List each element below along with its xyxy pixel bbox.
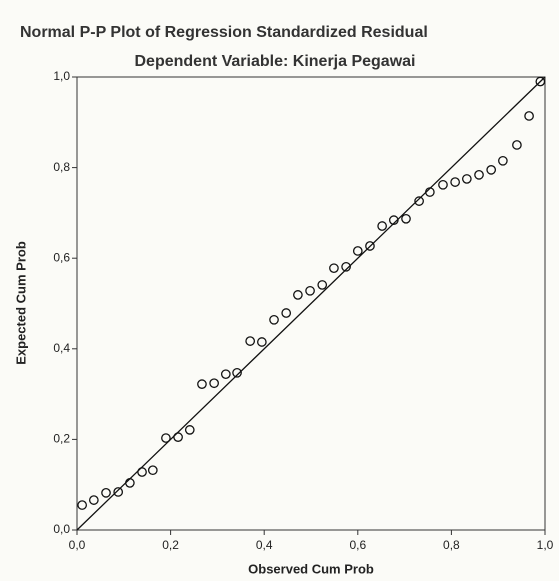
point bbox=[377, 221, 387, 231]
point bbox=[101, 488, 111, 498]
point bbox=[281, 308, 292, 318]
x-tick-label: 0,8 bbox=[443, 538, 460, 552]
point bbox=[77, 500, 87, 510]
reference-line bbox=[76, 76, 546, 531]
point bbox=[137, 467, 147, 477]
point bbox=[125, 478, 135, 488]
x-tick-label: 0,4 bbox=[256, 538, 273, 552]
point bbox=[461, 174, 472, 184]
point bbox=[269, 314, 279, 325]
point bbox=[232, 367, 242, 378]
point bbox=[329, 263, 339, 274]
point bbox=[245, 336, 256, 346]
x-tick-label: 0,2 bbox=[162, 538, 179, 552]
x-axis-label: Observed Cum Prob bbox=[248, 561, 374, 576]
point bbox=[486, 165, 497, 175]
point bbox=[401, 213, 411, 224]
point bbox=[535, 76, 546, 87]
point bbox=[220, 369, 231, 380]
x-tick-label: 0,0 bbox=[69, 538, 86, 552]
point bbox=[161, 433, 171, 443]
point bbox=[425, 187, 435, 197]
point bbox=[498, 155, 508, 166]
point bbox=[388, 215, 399, 225]
point bbox=[173, 432, 183, 442]
chart-title: Normal P-P Plot of Regression Standardiz… bbox=[20, 24, 428, 41]
point bbox=[197, 379, 207, 389]
point bbox=[512, 140, 522, 150]
point bbox=[450, 177, 460, 187]
plot-frame bbox=[76, 76, 546, 531]
point bbox=[257, 337, 267, 347]
point bbox=[365, 241, 375, 251]
point bbox=[113, 487, 124, 497]
point bbox=[474, 169, 484, 180]
y-tick-label: 0,6 bbox=[53, 250, 70, 264]
point bbox=[305, 285, 315, 296]
y-tick-label: 0,0 bbox=[53, 522, 70, 536]
y-axis-label: Expected Cum Prob bbox=[13, 241, 28, 365]
point bbox=[147, 465, 158, 476]
point bbox=[414, 196, 424, 206]
chart-subtitle: Dependent Variable: Kinerja Pegawai bbox=[135, 53, 416, 70]
point bbox=[293, 290, 303, 300]
point bbox=[524, 111, 534, 121]
y-tick-label: 0,8 bbox=[53, 160, 70, 174]
point bbox=[438, 179, 448, 190]
point bbox=[317, 280, 328, 290]
point bbox=[88, 495, 99, 505]
point bbox=[184, 425, 195, 435]
x-tick-label: 1,0 bbox=[537, 538, 554, 552]
y-tick-label: 0,2 bbox=[53, 432, 70, 446]
point bbox=[341, 261, 351, 272]
x-tick-label: 0,6 bbox=[349, 538, 366, 552]
y-tick-label: 1,0 bbox=[53, 69, 70, 83]
y-tick-label: 0,4 bbox=[53, 341, 70, 355]
point bbox=[209, 378, 219, 389]
point bbox=[352, 246, 363, 256]
